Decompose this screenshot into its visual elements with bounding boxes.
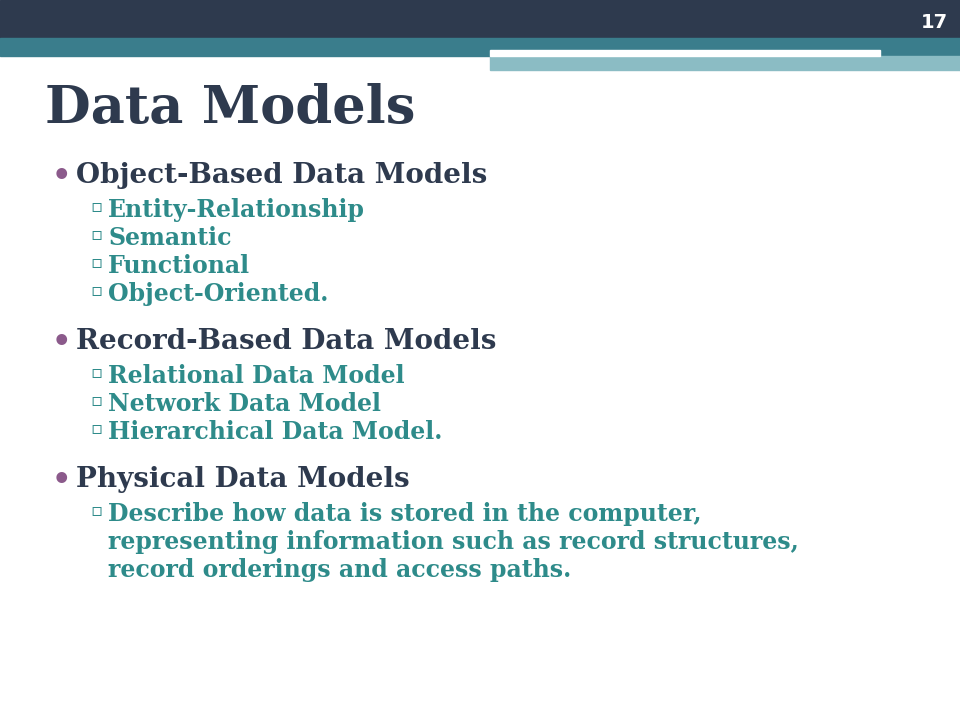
Text: ▫: ▫ bbox=[90, 392, 103, 410]
Text: 17: 17 bbox=[921, 12, 948, 32]
Text: •: • bbox=[52, 466, 71, 495]
Text: Record-Based Data Models: Record-Based Data Models bbox=[76, 328, 496, 355]
Text: Object-Based Data Models: Object-Based Data Models bbox=[76, 162, 488, 189]
Bar bbox=[0, 0, 960, 38]
Text: Functional: Functional bbox=[108, 254, 251, 278]
Text: Data Models: Data Models bbox=[45, 83, 416, 133]
Text: Object-Oriented.: Object-Oriented. bbox=[108, 282, 328, 306]
Bar bbox=[490, 56, 960, 70]
Text: ▫: ▫ bbox=[90, 254, 103, 272]
Text: ▫: ▫ bbox=[90, 502, 103, 520]
Text: ▫: ▫ bbox=[90, 364, 103, 382]
Text: ▫: ▫ bbox=[90, 420, 103, 438]
Text: representing information such as record structures,: representing information such as record … bbox=[108, 530, 799, 554]
Text: Relational Data Model: Relational Data Model bbox=[108, 364, 404, 388]
Text: record orderings and access paths.: record orderings and access paths. bbox=[108, 558, 571, 582]
Text: •: • bbox=[52, 328, 71, 357]
Text: ▫: ▫ bbox=[90, 226, 103, 244]
Text: Network Data Model: Network Data Model bbox=[108, 392, 381, 416]
Text: ▫: ▫ bbox=[90, 198, 103, 216]
Text: Entity-Relationship: Entity-Relationship bbox=[108, 198, 365, 222]
Text: •: • bbox=[52, 162, 71, 191]
Bar bbox=[0, 38, 960, 56]
Text: Physical Data Models: Physical Data Models bbox=[76, 466, 410, 493]
Text: Describe how data is stored in the computer,: Describe how data is stored in the compu… bbox=[108, 502, 702, 526]
Text: Hierarchical Data Model.: Hierarchical Data Model. bbox=[108, 420, 443, 444]
Bar bbox=[490, 50, 880, 56]
Text: ▫: ▫ bbox=[90, 282, 103, 300]
Text: Semantic: Semantic bbox=[108, 226, 231, 250]
